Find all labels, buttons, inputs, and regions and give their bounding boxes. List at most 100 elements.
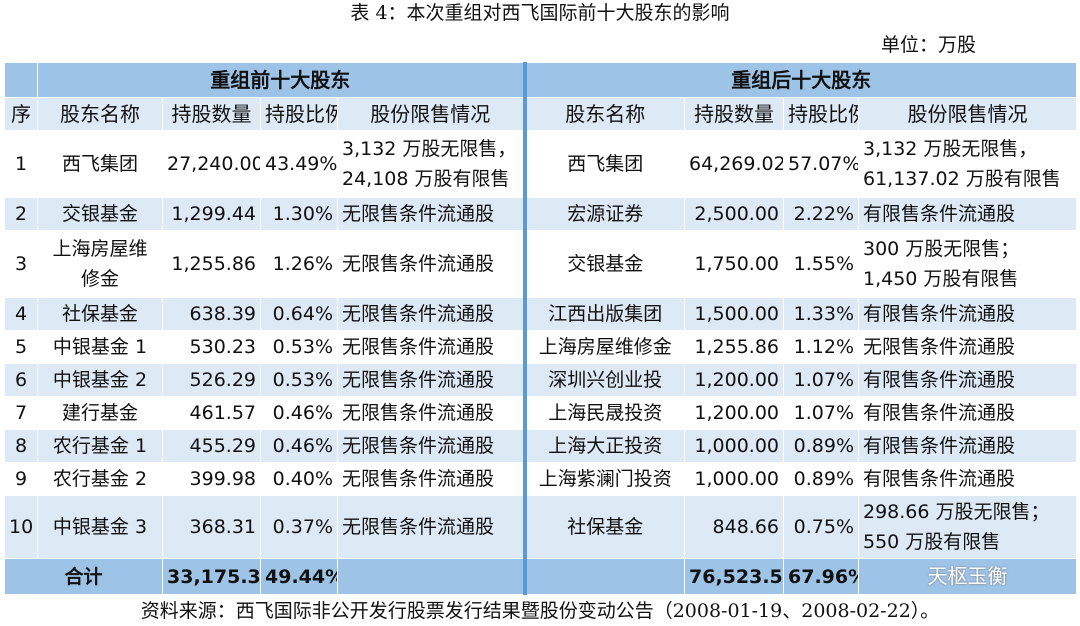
watermark: 天枢玉衡 [927, 564, 1008, 588]
table-cell: 3 [4, 230, 38, 298]
table-cell: 中银基金 3 [37, 495, 163, 559]
table-cell: 深圳兴创业投 [522, 363, 685, 397]
total-cell [337, 558, 525, 595]
table-cell: 无限售条件流通股 [337, 429, 525, 463]
data-row: 5 中银基金 1 530.23 0.53% 无限售条件流通股 上海房屋维修金 1,255.8… [4, 330, 1077, 364]
table-cell: 1.07% [783, 396, 859, 430]
table-cell: 社保基金 [37, 297, 163, 331]
table-cell: 3,132 万股无限售， 24,108 万股有限售 [337, 130, 525, 198]
table-cell: 1,000.00 [684, 429, 784, 463]
data-row: 9 农行基金 2 399.98 0.40% 无限售条件流通股 上海紫澜门投资 1,000.0… [4, 462, 1077, 496]
table-cell: 8 [4, 429, 38, 463]
total-cell: 76,523.54 [684, 558, 784, 595]
data-row: 2 交银基金 1,299.44 1.30% 无限售条件流通股 宏源证券 2,500.00 2.… [4, 197, 1077, 231]
data-row: 8 农行基金 1 455.29 0.46% 无限售条件流通股 上海大正投资 1,000.00… [4, 429, 1077, 463]
table-cell: 无限售条件流通股 [337, 363, 525, 397]
group-header-row: 重组前十大股东 重组后十大股东 [4, 62, 1077, 98]
table-cell: 中银基金 1 [37, 330, 163, 364]
table-title: 表 4：本次重组对西飞国际前十大股东的影响 [350, 2, 730, 24]
source-note: 资料来源：西飞国际非公开发行股票发行结果暨股份变动公告（2008-01-19、2… [140, 600, 940, 622]
table-cell: 无限售条件流通股 [337, 330, 525, 364]
table-cell: 有限售条件流通股 [858, 297, 1077, 331]
table-cell: 1,200.00 [684, 363, 784, 397]
table-cell: 4 [4, 297, 38, 331]
column-header: 持股数量 [684, 97, 784, 131]
table-cell: 无限售条件流通股 [337, 197, 525, 231]
table-cell: 0.75% [783, 495, 859, 559]
table-cell: 江西出版集团 [522, 297, 685, 331]
table-cell: 0.53% [260, 330, 338, 364]
table-cell: 无限售条件流通股 [337, 230, 525, 298]
table-cell: 1,299.44 [162, 197, 261, 231]
data-row: 10 中银基金 3 368.31 0.37% 无限售条件流通股 社保基金 848.66 0.7… [4, 495, 1077, 559]
table-cell: 宏源证券 [522, 197, 685, 231]
table-cell: 1.55% [783, 230, 859, 298]
table-cell: 1,750.00 [684, 230, 784, 298]
column-header: 持股比例 [783, 97, 859, 131]
table-cell: 农行基金 2 [37, 462, 163, 496]
table-cell: 526.29 [162, 363, 261, 397]
table-cell: 中银基金 2 [37, 363, 163, 397]
table-cell: 0.37% [260, 495, 338, 559]
table-cell: 2 [4, 197, 38, 231]
table-cell: 27,240.00 [162, 130, 261, 198]
table-cell: 社保基金 [522, 495, 685, 559]
table-cell: 无限售条件流通股 [337, 297, 525, 331]
table-cell: 2.22% [783, 197, 859, 231]
table-cell: 有限售条件流通股 [858, 462, 1077, 496]
column-header: 股东名称 [522, 97, 685, 131]
table-cell: 上海民晟投资 [522, 396, 685, 430]
table-body: 重组前十大股东 重组后十大股东序股东名称 持股数量 持股比例 股份限售情况 股东名称 持股数… [4, 62, 1077, 595]
table-cell: 6 [4, 363, 38, 397]
total-cell: 67.96% [783, 558, 859, 595]
table-cell: 9 [4, 462, 38, 496]
column-header: 股份限售情况 [858, 97, 1077, 131]
table-cell: 64,269.02 [684, 130, 784, 198]
table-cell: 无限售条件流通股 [337, 396, 525, 430]
data-row: 4 社保基金 638.39 0.64% 无限售条件流通股 江西出版集团 1,500.00 1.… [4, 297, 1077, 331]
table-cell: 上海房屋维修金 [522, 330, 685, 364]
column-header-row: 序股东名称持股数量持股比例股份限售情况股东名称持股数量持股比例股份限售情况 [4, 97, 1077, 131]
table-cell: 有限售条件流通股 [858, 197, 1077, 231]
table-cell: 1 [4, 130, 38, 198]
data-row: 3 上海房屋维修金 1,255.86 1.26% 无限售条件流通股 交银基金 1,750.0… [4, 230, 1077, 298]
table-cell: 有限售条件流通股 [858, 396, 1077, 430]
column-header: 股份限售情况 [337, 97, 525, 131]
table-cell: 西飞集团 [37, 130, 163, 198]
table-cell: 1,255.86 [162, 230, 261, 298]
table-cell: 上海房屋维修金 [37, 230, 163, 298]
data-row: 7 建行基金 461.57 0.46% 无限售条件流通股 上海民晟投资 1,200.00 1.… [4, 396, 1077, 430]
table-cell: 0.53% [260, 363, 338, 397]
table-cell: 1.33% [783, 297, 859, 331]
table-cell: 交银基金 [37, 197, 163, 231]
shareholder-table: 重组前十大股东 重组后十大股东序股东名称 持股数量 持股比例 股份限售情况 股东名称 持股数… [4, 62, 1077, 595]
table-cell: 建行基金 [37, 396, 163, 430]
unit-label: 单位：万股 [880, 34, 976, 56]
table-cell: 无限售条件流通股 [858, 330, 1077, 364]
table-cell: 0.89% [783, 462, 859, 496]
table-cell: 300 万股无限售； 1,450 万股有限售 [858, 230, 1077, 298]
table-cell: 有限售条件流通股 [858, 429, 1077, 463]
table-cell: 57.07% [783, 130, 859, 198]
table-cell: 0.89% [783, 429, 859, 463]
table-cell: 638.39 [162, 297, 261, 331]
table-cell: 1.26% [260, 230, 338, 298]
table-cell: 0.46% [260, 429, 338, 463]
table-cell: 0.40% [260, 462, 338, 496]
table-cell: 农行基金 1 [37, 429, 163, 463]
watermark-cell: 天枢玉衡 [858, 558, 1077, 595]
table-cell: 0.46% [260, 396, 338, 430]
header-cell [4, 62, 38, 98]
table-cell: 0.64% [260, 297, 338, 331]
table-cell: 1,255.86 [684, 330, 784, 364]
column-header: 持股数量 [162, 97, 261, 131]
table-cell: 无限售条件流通股 [337, 495, 525, 559]
table-cell: 455.29 [162, 429, 261, 463]
total-label: 合计 [4, 558, 163, 595]
table-cell: 1,000.00 [684, 462, 784, 496]
column-header: 序 [4, 97, 38, 131]
table-cell: 上海大正投资 [522, 429, 685, 463]
table-cell: 461.57 [162, 396, 261, 430]
